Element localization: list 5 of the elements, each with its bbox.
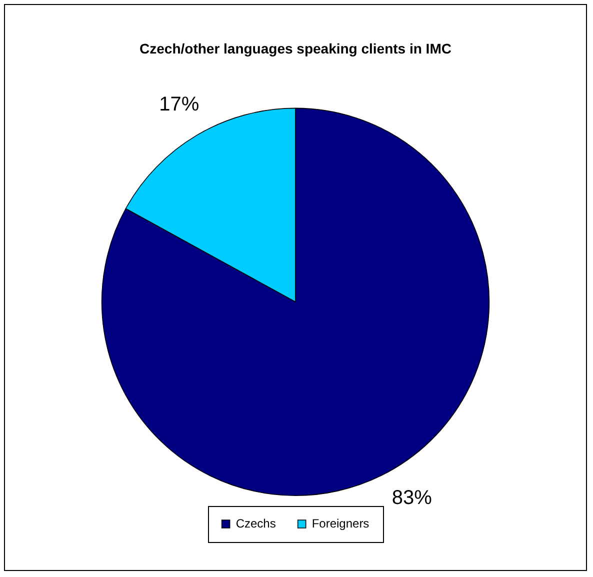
chart-title: Czech/other languages speaking clients in IMC (140, 40, 452, 56)
legend-label: Foreigners (312, 516, 370, 530)
data-label: 17% (159, 94, 200, 116)
legend-label: Czechs (236, 516, 276, 530)
data-label: 83% (392, 487, 432, 510)
